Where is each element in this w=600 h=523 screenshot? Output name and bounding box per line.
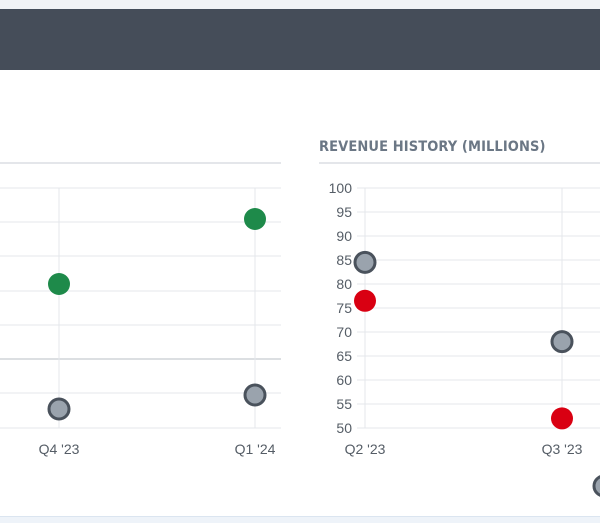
right-y-tick-label: 80 (336, 276, 352, 292)
top-strip (0, 0, 600, 9)
revenue-red-point (354, 289, 376, 312)
right-y-tick-label: 85 (336, 252, 352, 268)
right-chart-marks (353, 250, 600, 497)
revenue-gray-point-offscreen (592, 475, 600, 497)
left-gray-point (243, 383, 267, 407)
right-y-tick-label: 90 (336, 228, 352, 244)
right-y-tick-label: 65 (336, 348, 352, 364)
left-green-point (244, 208, 266, 230)
right-chart-y-ticks: 100 95 90 85 80 75 70 65 60 55 50 (329, 180, 353, 436)
right-y-tick-label: 100 (329, 180, 353, 196)
left-chart-grid (0, 187, 281, 429)
right-chart-grid (357, 187, 600, 429)
revenue-gray-point (550, 330, 574, 354)
right-y-tick-label: 70 (336, 324, 352, 340)
left-x-tick-q4-23: Q4 '23 (39, 441, 80, 457)
right-y-tick-label: 95 (336, 204, 352, 220)
bottom-strip (0, 516, 600, 523)
right-x-tick-q3-23: Q3 '23 (542, 441, 583, 457)
right-y-tick-label: 50 (336, 420, 352, 436)
right-y-tick-label: 60 (336, 372, 352, 388)
header-bar (0, 9, 600, 70)
left-chart: Q4 '23 Q1 '24 (0, 162, 281, 457)
left-chart-marks (47, 208, 267, 421)
left-green-point (48, 273, 70, 295)
revenue-red-point (551, 407, 573, 430)
revenue-history-chart: 100 95 90 85 80 75 70 65 60 55 50 Q2 '23 Q3 '23 (319, 162, 600, 497)
left-gray-point (47, 397, 71, 421)
right-y-tick-label: 55 (336, 396, 352, 412)
left-x-tick-q1-24: Q1 '24 (235, 441, 276, 457)
revenue-gray-point (353, 250, 377, 274)
revenue-history-title: REVENUE HISTORY (MILLIONS) (319, 139, 546, 155)
right-y-tick-label: 75 (336, 300, 352, 316)
right-x-tick-q2-23: Q2 '23 (345, 441, 386, 457)
